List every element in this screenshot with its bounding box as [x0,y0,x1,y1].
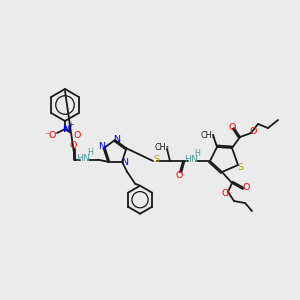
Text: +: + [68,122,74,128]
Text: S: S [153,155,159,164]
Text: HN: HN [184,154,198,164]
Text: ⁻O: ⁻O [45,130,57,140]
Text: S: S [237,163,243,172]
Text: N: N [62,125,70,134]
Text: O: O [69,141,76,150]
Text: O: O [73,130,81,140]
Text: O: O [228,122,236,131]
Text: H: H [87,148,93,157]
Text: N: N [98,142,105,151]
Text: O: O [249,128,257,136]
Text: N: N [122,158,129,167]
Text: O: O [242,184,250,193]
Text: O: O [221,188,229,197]
Text: O: O [175,170,183,179]
Text: H: H [194,148,200,158]
Text: CH₃: CH₃ [201,131,215,140]
Text: HN: HN [76,154,90,163]
Text: N: N [113,134,121,143]
Text: CH₃: CH₃ [154,142,169,152]
